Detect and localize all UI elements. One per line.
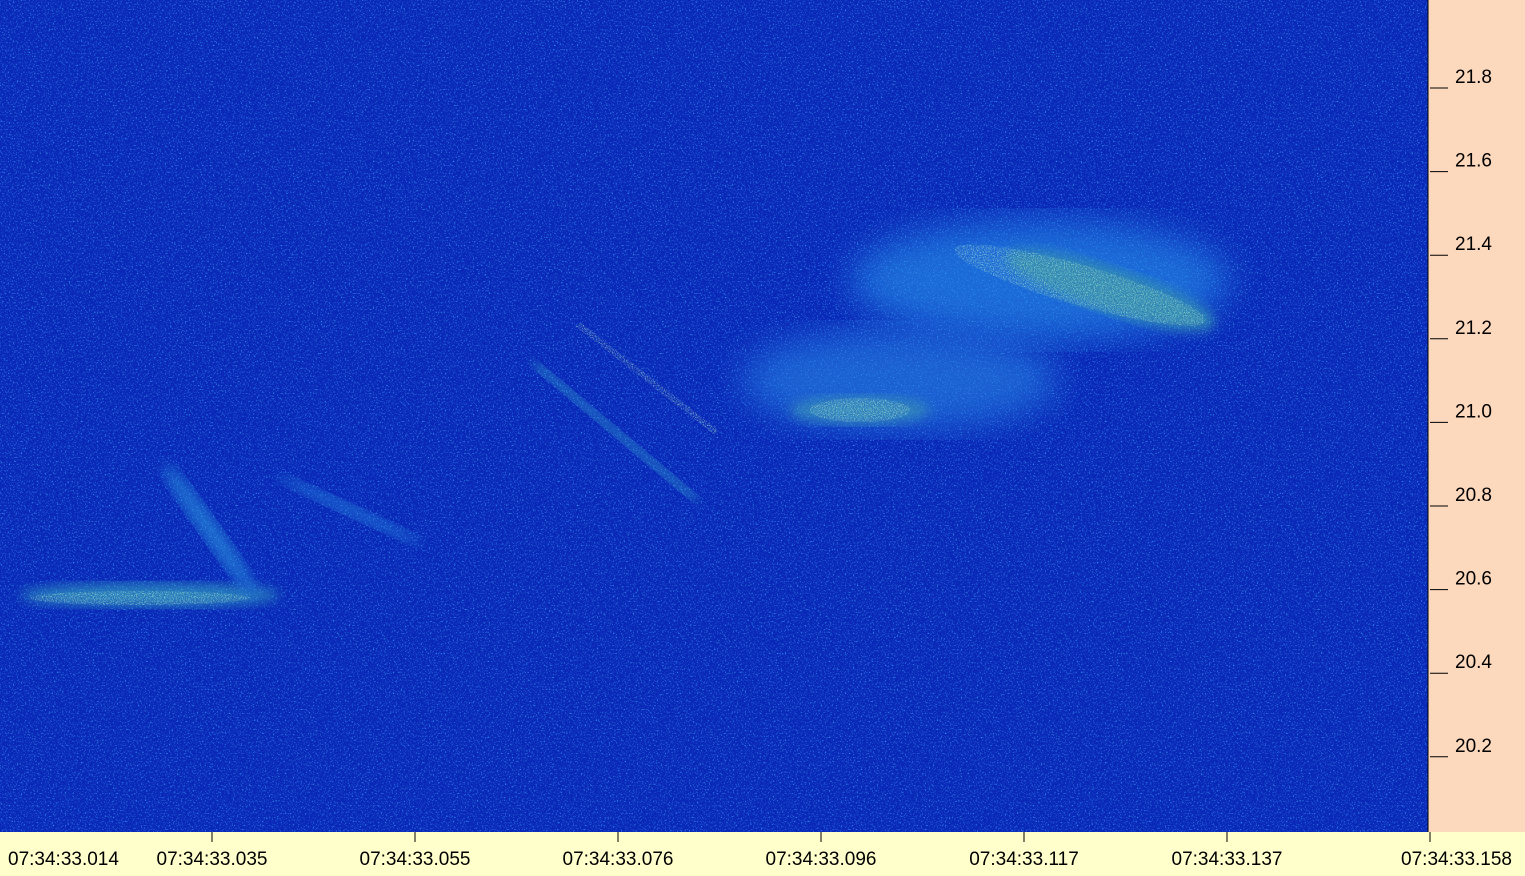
- y-tick-label: 20.2: [1455, 736, 1492, 757]
- y-tick-label: 20.4: [1455, 652, 1492, 673]
- x-tick-label: 07:34:33.076: [563, 849, 674, 870]
- spectrogram-image: [0, 0, 1428, 832]
- y-axis-panel: [1428, 0, 1525, 832]
- x-tick-label: 07:34:33.117: [969, 849, 1079, 870]
- y-tick-label: 21.6: [1455, 151, 1492, 172]
- y-tick-label: 20.8: [1455, 485, 1492, 506]
- x-axis-panel: [0, 832, 1525, 876]
- y-tick-label: 21.8: [1455, 67, 1492, 88]
- x-tick-label: 07:34:33.055: [360, 849, 471, 870]
- x-tick-label: 07:34:33.035: [157, 849, 268, 870]
- y-tick-label: 21.0: [1455, 401, 1492, 422]
- x-tick-label: 07:34:33.014: [8, 849, 119, 870]
- y-axis: 21.8 21.6 21.4 21.2 21.0 20.8 20.6 20.4 20.2: [1430, 67, 1492, 758]
- x-tick-label: 07:34:33.158: [1401, 849, 1512, 870]
- x-tick-label: 07:34:33.137: [1172, 849, 1283, 870]
- y-tick-label: 20.6: [1455, 569, 1492, 590]
- x-tick-label: 07:34:33.096: [766, 849, 877, 870]
- y-tick-label: 21.2: [1455, 318, 1492, 339]
- y-tick-label: 21.4: [1455, 234, 1492, 255]
- x-axis: 07:34:33.014 07:34:33.035 07:34:33.055 07:3…: [8, 832, 1512, 870]
